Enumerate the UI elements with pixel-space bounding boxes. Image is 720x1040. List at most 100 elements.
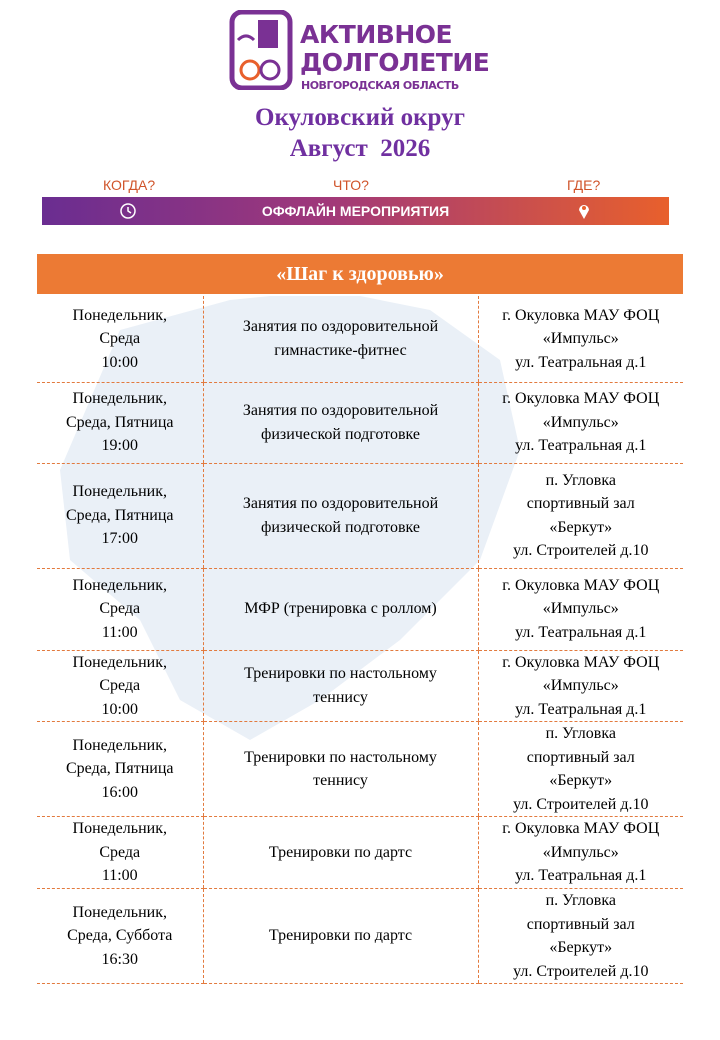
cell-line: п. Угловка [545,725,616,742]
cell-line: Тренировки по настольному [244,748,437,766]
table-row: Понедельник, Среда 10:00 Тренировки по наст… [37,650,684,722]
cell-where: п. Угловка спортивный зал «Беркут» ул. Стро… [477,888,684,984]
cell-line: «Импульс» [542,677,619,694]
cell-line: теннису [313,688,368,706]
cell-line: п. Угловка [545,892,616,909]
cell-what: Занятия по оздоровительной гимнастике-фит… [202,295,478,383]
cell-where: п. Угловка спортивный зал «Беркут» ул. Стро… [477,463,684,569]
cell-line: ул. Театральная д.1 [515,623,647,641]
banner-text: ОФФЛАЙН МЕРОПРИЯТИЯ [261,203,450,219]
cell-line: Занятия по оздоровительной [242,318,439,336]
cell-line: г. Окуловка МАУ ФОЦ [502,820,660,838]
cell-line: Занятия по оздоровительной [242,495,439,512]
cell-what: Занятия по оздоровительной физической под… [202,382,478,464]
cell-line: г. Окуловка МАУ ФОЦ [502,576,660,594]
cell-line: Занятия по оздоровительной [242,402,439,419]
cell-where: г. Окуловка МАУ ФОЦ «Импульс» ул. Театраль… [477,382,684,464]
cell-line: Понедельник, [72,483,167,501]
cell-when: Понедельник, Среда 11:00 [37,816,203,889]
cell-when: Понедельник, Среда, Пятница 19:00 [37,382,203,464]
cell-line: Среда [99,600,141,618]
cell-line: «Беркут» [549,518,613,536]
nav-label: ЧТО? [333,177,369,193]
title: Окуловский округ [255,104,465,131]
logo-line: НОВГОРОДСКАЯ ОБЛАСТЬ [301,79,459,92]
cell-line: Понедельник, [72,653,167,671]
cell-line: Среда, Суббота [67,927,173,945]
cell-line: ул. Театральная д.1 [515,353,647,371]
cell-line: Среда, Пятница [66,760,174,778]
table-row: Понедельник, Среда, Пятница 16:00 Тренировк… [37,721,684,817]
cell-line: спортивный зал [526,915,635,933]
cell-line: 16:00 [101,783,138,801]
table-row: Понедельник, Среда, Пятница 17:00 Занятия п… [37,463,684,569]
cell-what: Занятия по оздоровительной физической под… [202,463,478,569]
cell-line: Тренировки по настольному [244,665,437,683]
cell-line: 11:00 [101,867,138,885]
cell-when: Понедельник, Среда, Пятница 17:00 [37,463,203,569]
cell-when: Понедельник, Среда 10:00 [37,650,203,722]
banner-icons [120,203,589,219]
cell-line: Среда [99,330,141,347]
cell-line: 17:00 [101,530,138,548]
cell-line: ул. Строителей д.10 [513,795,649,813]
cell-line: «Беркут» [549,939,613,956]
cell-line: 19:00 [101,437,138,455]
cell-line: физической подготовке [261,518,420,536]
cell-line: Среда, Пятница [66,506,174,524]
cell-what: Тренировки по дартс [202,816,478,889]
cell-when: Понедельник, Среда, Пятница 16:00 [37,721,203,817]
cell-line: «Импульс» [542,600,619,618]
cell-line: 10:00 [101,353,138,371]
cell-when: Понедельник, Среда, Суббота 16:30 [37,888,203,984]
cell-line: 10:00 [101,700,138,718]
cell-line: спортивный зал [526,748,635,766]
cell-where: г. Окуловка МАУ ФОЦ «Импульс» ул. Театраль… [477,650,684,722]
cell-line: гимнастике-фитнес [274,341,407,359]
cell-line: теннису [313,772,368,789]
table-row: Понедельник, Среда 11:00 Тренировки по дарт… [37,816,684,889]
cell-line: ул. Театральная д.1 [515,700,647,718]
cell-what: Тренировки по настольному теннису [202,650,478,722]
cell-line: Среда [99,843,141,861]
logo-icon [229,10,293,90]
cell-line: Понедельник, [72,390,167,408]
cell-line: спортивный зал [526,495,635,512]
logo-line: ДОЛГОЛЕТИЕ [300,48,490,77]
logo-line: АКТИВНОЕ [300,20,453,49]
banner: ОФФЛАЙН МЕРОПРИЯТИЯ [42,197,669,225]
cell-line: Понедельник, [72,736,167,754]
cell-when: Понедельник, Среда 10:00 [37,295,203,383]
cell-where: г. Окуловка МАУ ФОЦ «Импульс» ул. Театраль… [477,816,684,889]
cell-line: Понедельник, [72,903,167,921]
cell-line: г. Окуловка МАУ ФОЦ [502,306,660,324]
cell-line: Понедельник, [72,306,167,324]
cell-line: ул. Строителей д.10 [513,542,649,559]
schedule-table: «Шаг к здоровью» Понедельник, Среда 10:00 З… [37,254,684,984]
cell-line: Тренировки по дартс [268,843,413,861]
nav-label: КОГДА? [103,177,156,193]
cell-line: г. Окуловка МАУ ФОЦ [502,653,660,671]
cell-where: п. Угловка спортивный зал «Беркут» ул. Стро… [477,721,684,817]
table-row: Понедельник, Среда 10:00 Занятия по оздоров… [37,295,684,383]
cell-where: г. Окуловка МАУ ФОЦ «Импульс» ул. Театраль… [477,568,684,651]
cell-what: Тренировки по дартс [202,888,478,984]
cell-line: ул. Театральная д.1 [515,867,647,885]
cell-line: г. Окуловка МАУ ФОЦ [502,390,660,408]
cell-line: Среда [99,677,141,694]
cell-line: «Импульс» [542,330,619,347]
cell-line: п. Угловка [545,471,616,489]
cell-line: Понедельник, [72,576,167,594]
month: Август 2026 [289,135,431,162]
cell-line: физической подготовке [261,425,420,443]
table-row: Понедельник, Среда 11:00 МФР (тренировка с … [37,568,684,651]
cell-line: «Импульс» [542,413,619,431]
cell-line: ул. Театральная д.1 [515,437,647,455]
cell-line: Тренировки по дартс [268,927,413,945]
table-row: Понедельник, Среда, Пятница 19:00 Занятия п… [37,382,684,464]
nav-label: ГДЕ? [567,177,601,193]
cell-what: Тренировки по настольному теннису [202,721,478,817]
cell-line: МФР (тренировка с роллом) [244,600,437,618]
cell-when: Понедельник, Среда 11:00 [37,568,203,651]
